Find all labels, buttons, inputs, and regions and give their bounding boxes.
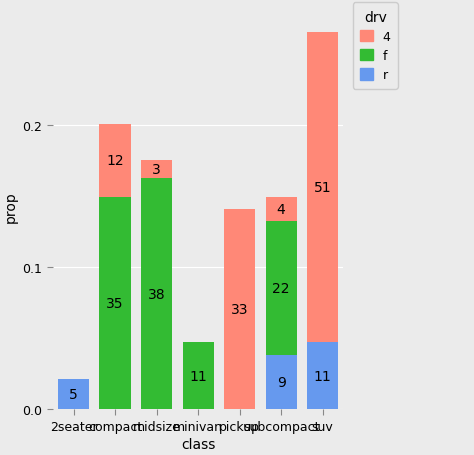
Text: 22: 22 — [273, 281, 290, 295]
Text: 5: 5 — [69, 387, 78, 401]
Text: 35: 35 — [106, 296, 124, 310]
X-axis label: class: class — [181, 437, 215, 451]
Bar — [100, 197, 131, 410]
Bar — [265, 197, 297, 222]
Text: 9: 9 — [277, 375, 285, 389]
Bar — [58, 379, 89, 410]
Text: 51: 51 — [314, 181, 331, 195]
Bar — [265, 355, 297, 410]
Bar — [182, 343, 214, 410]
Text: 38: 38 — [148, 287, 165, 301]
Bar — [224, 209, 255, 410]
Bar — [141, 179, 172, 410]
Text: 11: 11 — [314, 369, 331, 383]
Bar — [307, 33, 338, 343]
Bar — [265, 222, 297, 355]
Y-axis label: prop: prop — [4, 191, 18, 223]
Text: 4: 4 — [277, 202, 285, 216]
Text: 12: 12 — [106, 154, 124, 168]
Bar — [100, 124, 131, 197]
Bar — [141, 161, 172, 179]
Text: 33: 33 — [231, 302, 248, 316]
Legend: 4, f, r: 4, f, r — [353, 3, 398, 90]
Text: 3: 3 — [152, 163, 161, 177]
Text: 11: 11 — [189, 369, 207, 383]
Bar — [307, 343, 338, 410]
